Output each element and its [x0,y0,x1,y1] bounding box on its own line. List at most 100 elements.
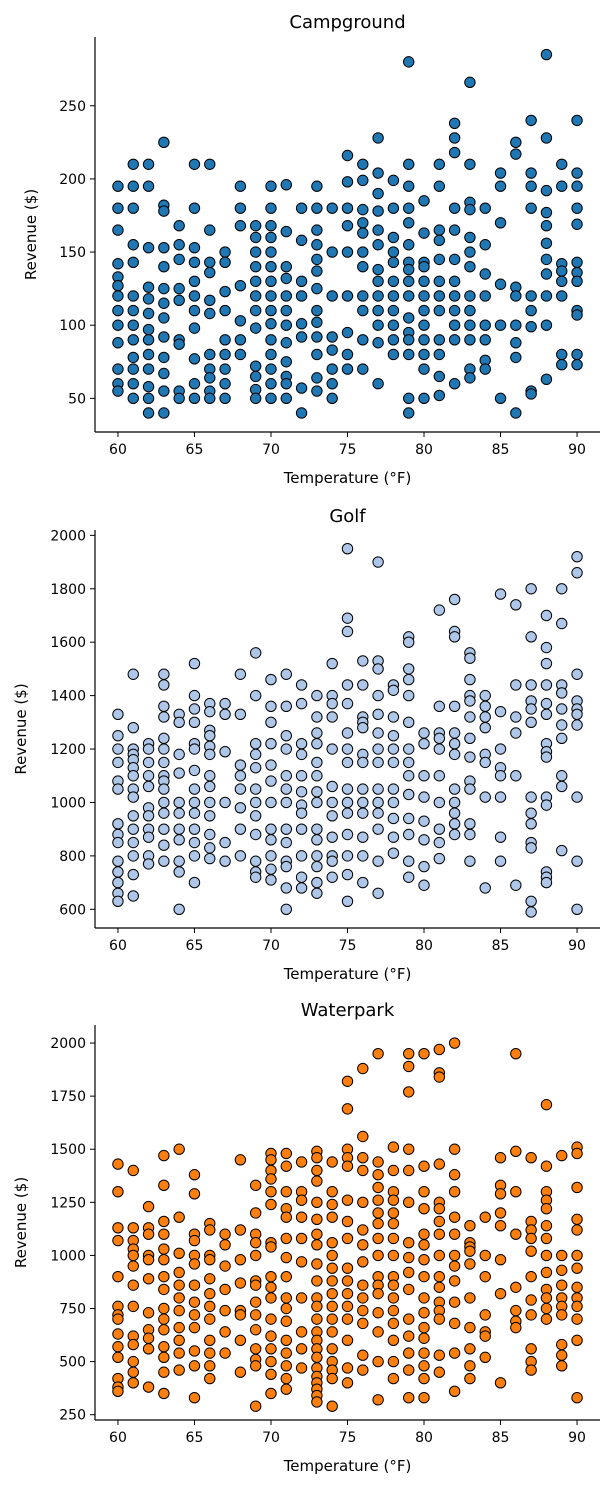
data-point [403,1196,415,1209]
data-point [448,700,461,712]
data-point [311,265,323,277]
data-point [357,290,369,302]
data-point [341,1313,354,1325]
x-tick-label: 70 [262,938,280,954]
data-point [357,217,369,229]
data-point [265,863,277,875]
data-point [249,783,262,795]
x-tick-label: 65 [186,442,204,458]
data-point [204,348,216,361]
data-point [173,1334,185,1347]
data-point [510,290,522,302]
data-point [173,1364,185,1376]
data-point [188,275,201,288]
data-point [418,727,430,739]
data-point [418,737,430,750]
data-point [341,543,354,555]
data-point [372,239,384,251]
y-tick-label: 200 [59,172,86,188]
data-point [403,828,415,841]
data-point [142,810,155,822]
data-point [219,836,231,849]
data-point [234,802,247,814]
data-point [112,855,124,867]
data-point [571,202,583,214]
data-point [295,748,308,761]
data-point [479,689,491,702]
data-point [204,1360,216,1372]
data-point [280,796,292,809]
data-point [464,158,476,170]
data-point [540,1160,553,1172]
data-point [173,1143,185,1155]
data-point [112,1385,124,1398]
data-point [188,703,201,715]
data-point [112,319,124,331]
data-point [295,850,308,862]
data-point [403,290,415,302]
data-point [173,807,185,819]
data-point [173,767,185,779]
data-point [173,1304,185,1317]
data-point [188,241,201,254]
data-point [540,1219,553,1232]
y-axis-label: Revenue ($) [12,683,30,774]
data-point [494,1287,507,1300]
data-point [540,184,553,197]
data-point [249,1324,262,1336]
data-point [311,1300,323,1313]
data-point [387,743,400,755]
data-point [418,815,430,827]
data-point [295,823,308,835]
data-point [418,348,430,361]
data-point [295,1211,308,1223]
data-point [433,1215,446,1228]
data-point [311,1196,323,1209]
data-point [326,1313,338,1325]
data-point [173,1292,185,1304]
data-point [448,117,461,130]
data-point [525,304,537,317]
data-point [387,1317,400,1330]
data-point [112,756,124,769]
data-point [265,700,277,712]
data-point [525,388,537,400]
data-point [158,1387,170,1400]
data-point [387,319,400,331]
data-point [127,392,139,405]
data-point [204,294,216,307]
data-point [326,855,338,867]
data-point [387,783,400,795]
data-point [525,906,537,918]
data-point [188,823,201,835]
data-point [234,1224,247,1236]
data-point [341,363,354,375]
data-point [418,260,430,273]
data-point [295,1326,308,1338]
data-point [234,202,247,214]
data-point [433,180,446,192]
data-point [311,711,323,723]
data-point [158,796,170,809]
x-tick-label: 70 [262,1430,280,1446]
data-point [341,895,354,907]
data-point [295,382,308,394]
data-point [571,668,583,680]
data-point [357,1304,369,1317]
data-point [448,737,461,750]
data-point [142,858,155,870]
data-point [372,1326,384,1338]
data-point [510,407,522,419]
data-point [326,1262,338,1274]
data-point [295,770,308,782]
data-point [479,791,491,803]
data-point [341,1232,354,1245]
data-point [112,363,124,375]
data-point [556,1309,568,1321]
data-point [265,796,277,809]
data-point [265,759,277,771]
data-point [525,791,537,803]
data-point [127,290,139,302]
data-point [494,855,507,867]
data-point [387,1207,400,1219]
